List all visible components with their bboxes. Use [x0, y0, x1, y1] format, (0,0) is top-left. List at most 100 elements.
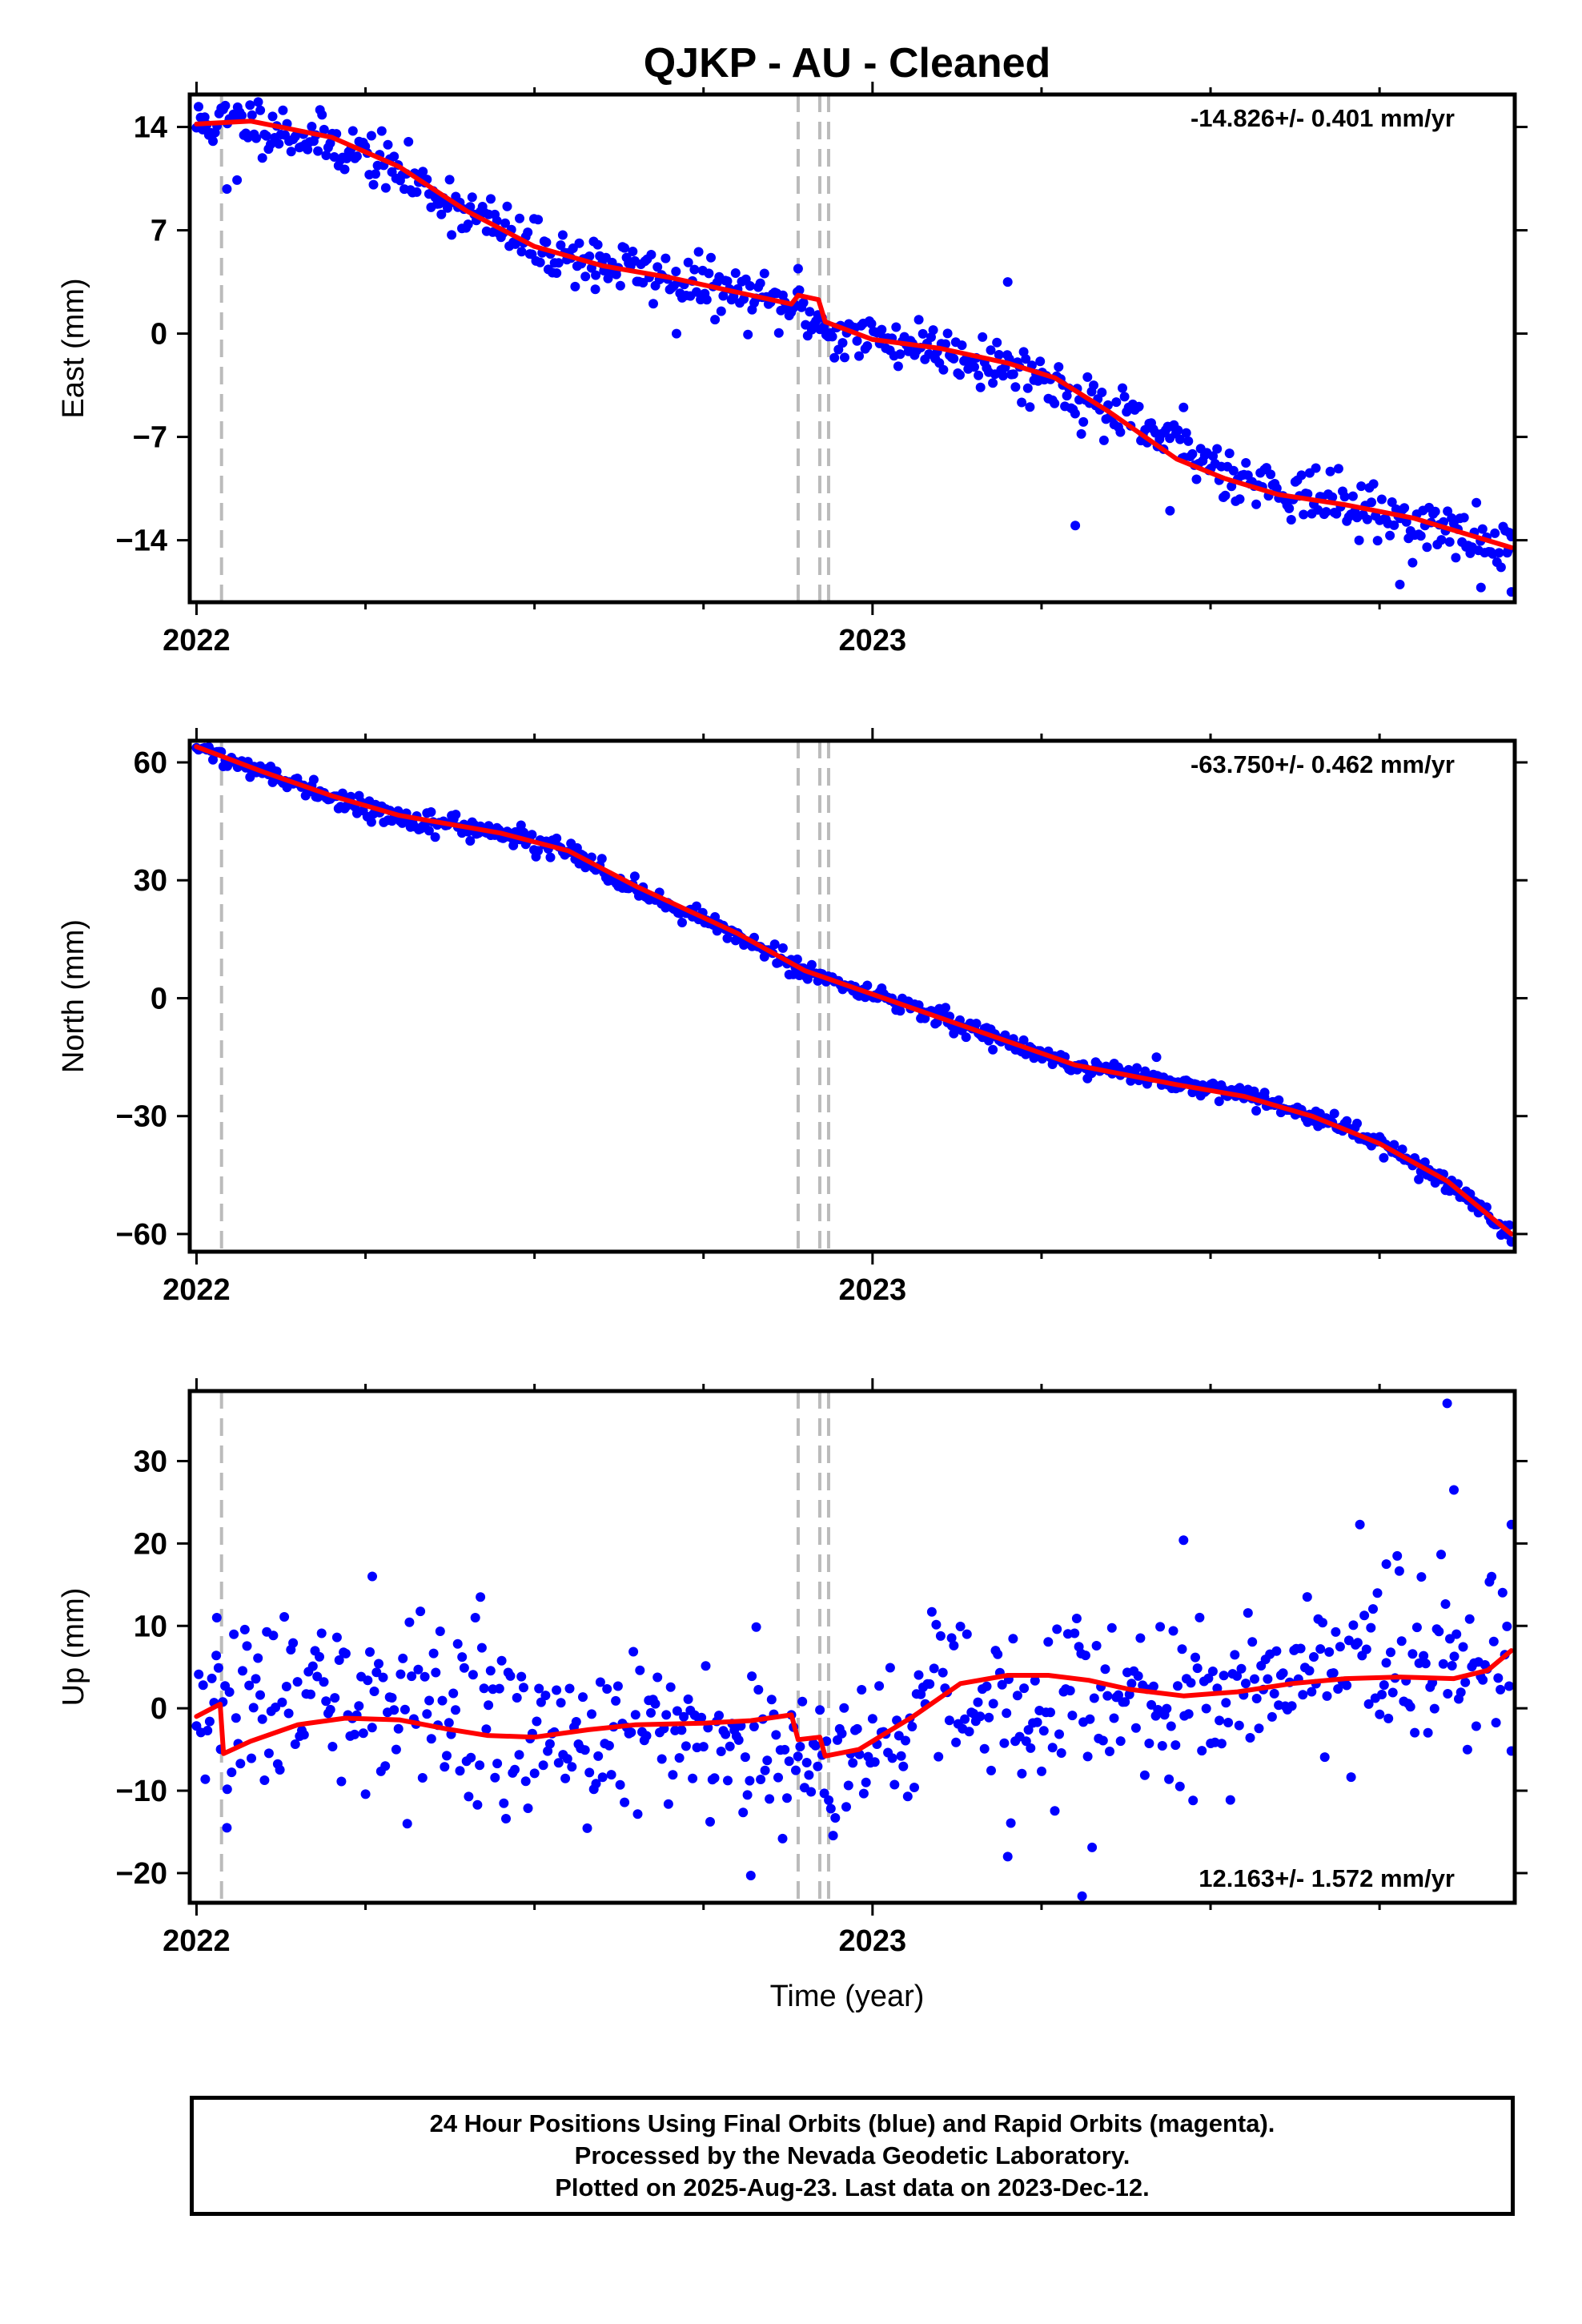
data-point [340, 1648, 351, 1659]
data-point [207, 1673, 217, 1683]
data-point [661, 253, 671, 263]
y-axis-label: North (mm) [57, 919, 90, 1073]
y-axis-label: East (mm) [57, 278, 90, 418]
data-point [1420, 1659, 1431, 1669]
data-point [1422, 542, 1432, 553]
data-point [1389, 1140, 1399, 1150]
data-point [1022, 383, 1033, 393]
data-point [762, 1755, 773, 1766]
data-point [255, 105, 266, 115]
data-point [984, 1712, 994, 1723]
data-point [1387, 497, 1397, 507]
data-point [389, 151, 400, 162]
data-point [492, 1759, 503, 1769]
data-point [1012, 1691, 1022, 1701]
data-point [928, 325, 938, 336]
data-point [1183, 436, 1194, 446]
data-point [553, 258, 564, 268]
data-point [951, 1737, 962, 1747]
data-point [615, 1779, 625, 1790]
data-point [794, 285, 805, 296]
data-point [278, 105, 288, 115]
data-point [852, 1723, 862, 1734]
data-point [1043, 1637, 1054, 1647]
data-point [374, 1659, 383, 1669]
data-point [646, 250, 656, 259]
data-point [683, 1694, 693, 1704]
data-point [949, 353, 959, 364]
data-point [1186, 1678, 1196, 1688]
data-point [1436, 535, 1447, 545]
data-point [253, 1653, 263, 1663]
data-point [1191, 474, 1202, 485]
data-point [1018, 1035, 1029, 1045]
data-point [805, 307, 815, 317]
data-point [552, 268, 562, 278]
data-point [277, 1697, 287, 1707]
data-point [1230, 1650, 1240, 1660]
data-point [819, 1788, 829, 1799]
y-tick-label: 60 [134, 746, 167, 780]
data-point [1126, 1679, 1137, 1689]
data-point [596, 854, 607, 864]
data-point [1168, 1626, 1178, 1636]
data-point [830, 1813, 841, 1823]
data-point [765, 1794, 775, 1804]
data-point [751, 1622, 761, 1632]
data-point [494, 1683, 504, 1694]
rate-label: -14.826+/- 0.401 mm/yr [1191, 104, 1455, 132]
data-point [514, 1750, 524, 1760]
data-point [1386, 1647, 1395, 1658]
data-point [1462, 1744, 1472, 1755]
data-point [693, 247, 704, 257]
data-point [527, 830, 537, 840]
data-point [1251, 1694, 1262, 1703]
data-point [1140, 1066, 1150, 1076]
data-point [1379, 1152, 1389, 1163]
data-point [1175, 434, 1185, 444]
data-point [420, 1671, 430, 1682]
data-point [1151, 1052, 1162, 1063]
data-point [313, 146, 323, 156]
data-point [841, 1802, 851, 1812]
y-tick-label: −60 [116, 1218, 167, 1252]
y-tick-label: −10 [116, 1775, 167, 1808]
data-point [975, 382, 986, 392]
data-point [281, 1682, 291, 1691]
data-point [1243, 1608, 1253, 1618]
data-point [1392, 1550, 1403, 1561]
data-point [319, 1677, 329, 1687]
data-point [571, 1717, 581, 1727]
data-point [442, 1751, 452, 1761]
data-point [448, 1688, 459, 1699]
data-point [978, 332, 988, 342]
data-point [1021, 1736, 1031, 1747]
data-point [1085, 1714, 1095, 1724]
data-point [238, 1666, 247, 1676]
data-point [367, 1723, 377, 1733]
data-point [204, 1716, 215, 1727]
data-point [1019, 1683, 1030, 1694]
data-point [1415, 531, 1426, 541]
data-point [418, 167, 428, 177]
data-point [556, 1698, 566, 1708]
x-axis-label: Time (year) [770, 1980, 925, 2013]
data-point [652, 262, 663, 272]
data-point [587, 1709, 596, 1719]
data-point [1333, 1684, 1343, 1694]
data-point [1389, 520, 1399, 530]
y-tick-label: 0 [151, 318, 167, 352]
data-point [393, 1723, 404, 1734]
data-point [1311, 463, 1321, 473]
data-point [962, 1629, 972, 1639]
y-tick-label: 0 [151, 1692, 167, 1726]
data-point [606, 1770, 616, 1780]
data-point [1133, 1671, 1143, 1681]
data-point [1347, 491, 1358, 501]
data-point [1100, 1664, 1110, 1675]
data-point [813, 1761, 823, 1771]
data-point [1221, 1698, 1231, 1708]
data-point [1089, 380, 1098, 391]
data-point [797, 1696, 808, 1707]
data-point [1098, 435, 1109, 445]
